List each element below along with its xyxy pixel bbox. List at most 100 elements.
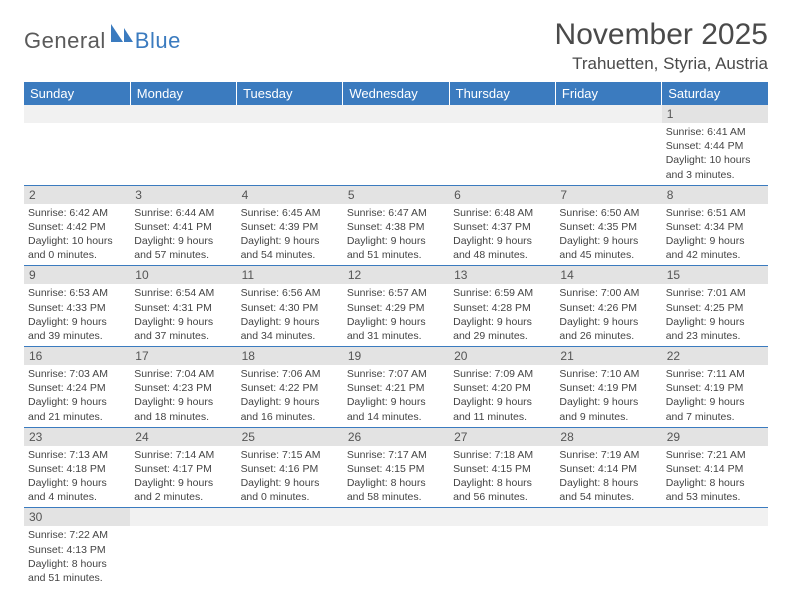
day-number: 1 <box>662 105 768 123</box>
sunrise-text: Sunrise: 7:06 AM <box>241 367 339 381</box>
day-number: 14 <box>555 266 661 284</box>
calendar-day-cell: 7Sunrise: 6:50 AMSunset: 4:35 PMDaylight… <box>555 185 661 266</box>
day-number: 19 <box>343 347 449 365</box>
day-number: 5 <box>343 186 449 204</box>
day-number: 17 <box>130 347 236 365</box>
sunset-text: Sunset: 4:29 PM <box>347 301 445 315</box>
sunrise-text: Sunrise: 7:22 AM <box>28 528 126 542</box>
day-number: 11 <box>237 266 343 284</box>
day-number: 24 <box>130 428 236 446</box>
sunset-text: Sunset: 4:31 PM <box>134 301 232 315</box>
weekday-header: Thursday <box>449 82 555 105</box>
calendar-day-cell <box>343 508 449 588</box>
daylight-text: Daylight: 9 hours and 31 minutes. <box>347 315 445 343</box>
daylight-text: Daylight: 9 hours and 14 minutes. <box>347 395 445 423</box>
day-sun-info: Sunrise: 6:41 AMSunset: 4:44 PMDaylight:… <box>662 123 768 185</box>
day-number: 23 <box>24 428 130 446</box>
sunrise-text: Sunrise: 7:01 AM <box>666 286 764 300</box>
sunrise-text: Sunrise: 6:50 AM <box>559 206 657 220</box>
calendar-day-cell: 25Sunrise: 7:15 AMSunset: 4:16 PMDayligh… <box>237 427 343 508</box>
day-sun-info: Sunrise: 7:06 AMSunset: 4:22 PMDaylight:… <box>237 365 343 427</box>
day-number: 28 <box>555 428 661 446</box>
sunset-text: Sunset: 4:38 PM <box>347 220 445 234</box>
daylight-text: Daylight: 8 hours and 53 minutes. <box>666 476 764 504</box>
calendar-day-cell: 4Sunrise: 6:45 AMSunset: 4:39 PMDaylight… <box>237 185 343 266</box>
sunrise-text: Sunrise: 6:54 AM <box>134 286 232 300</box>
daylight-text: Daylight: 9 hours and 0 minutes. <box>241 476 339 504</box>
day-number: 2 <box>24 186 130 204</box>
calendar-day-cell <box>449 508 555 588</box>
logo: General Blue <box>24 28 181 54</box>
day-number: 4 <box>237 186 343 204</box>
logo-text-blue: Blue <box>135 28 181 54</box>
day-number: 26 <box>343 428 449 446</box>
day-number: 18 <box>237 347 343 365</box>
day-number: 21 <box>555 347 661 365</box>
sunrise-text: Sunrise: 6:47 AM <box>347 206 445 220</box>
sunset-text: Sunset: 4:35 PM <box>559 220 657 234</box>
calendar-day-cell: 29Sunrise: 7:21 AMSunset: 4:14 PMDayligh… <box>662 427 768 508</box>
day-sun-info: Sunrise: 7:19 AMSunset: 4:14 PMDaylight:… <box>555 446 661 508</box>
calendar-day-cell: 27Sunrise: 7:18 AMSunset: 4:15 PMDayligh… <box>449 427 555 508</box>
day-sun-info: Sunrise: 6:44 AMSunset: 4:41 PMDaylight:… <box>130 204 236 266</box>
daylight-text: Daylight: 9 hours and 39 minutes. <box>28 315 126 343</box>
day-number: 12 <box>343 266 449 284</box>
daylight-text: Daylight: 10 hours and 3 minutes. <box>666 153 764 181</box>
day-sun-info: Sunrise: 7:17 AMSunset: 4:15 PMDaylight:… <box>343 446 449 508</box>
day-sun-info: Sunrise: 7:21 AMSunset: 4:14 PMDaylight:… <box>662 446 768 508</box>
calendar-week-row: 1Sunrise: 6:41 AMSunset: 4:44 PMDaylight… <box>24 105 768 185</box>
sunset-text: Sunset: 4:26 PM <box>559 301 657 315</box>
sunset-text: Sunset: 4:28 PM <box>453 301 551 315</box>
day-sun-info: Sunrise: 6:42 AMSunset: 4:42 PMDaylight:… <box>24 204 130 266</box>
calendar-day-cell: 23Sunrise: 7:13 AMSunset: 4:18 PMDayligh… <box>24 427 130 508</box>
day-number-blank <box>237 105 343 123</box>
sunrise-text: Sunrise: 7:04 AM <box>134 367 232 381</box>
sunset-text: Sunset: 4:20 PM <box>453 381 551 395</box>
sunrise-text: Sunrise: 7:09 AM <box>453 367 551 381</box>
sunrise-text: Sunrise: 7:17 AM <box>347 448 445 462</box>
daylight-text: Daylight: 9 hours and 48 minutes. <box>453 234 551 262</box>
month-title: November 2025 <box>555 18 768 52</box>
calendar-day-cell: 2Sunrise: 6:42 AMSunset: 4:42 PMDaylight… <box>24 185 130 266</box>
day-number-blank <box>343 508 449 526</box>
day-number: 27 <box>449 428 555 446</box>
daylight-text: Daylight: 9 hours and 21 minutes. <box>28 395 126 423</box>
daylight-text: Daylight: 9 hours and 11 minutes. <box>453 395 551 423</box>
day-number-blank <box>24 105 130 123</box>
sunset-text: Sunset: 4:14 PM <box>666 462 764 476</box>
calendar-day-cell <box>555 508 661 588</box>
location: Trahuetten, Styria, Austria <box>555 54 768 74</box>
sunset-text: Sunset: 4:14 PM <box>559 462 657 476</box>
calendar-day-cell <box>343 105 449 185</box>
daylight-text: Daylight: 9 hours and 26 minutes. <box>559 315 657 343</box>
day-number: 9 <box>24 266 130 284</box>
sunrise-text: Sunrise: 6:41 AM <box>666 125 764 139</box>
day-number-blank <box>662 508 768 526</box>
calendar-table: SundayMondayTuesdayWednesdayThursdayFrid… <box>24 82 768 588</box>
sunrise-text: Sunrise: 6:53 AM <box>28 286 126 300</box>
day-sun-info: Sunrise: 6:48 AMSunset: 4:37 PMDaylight:… <box>449 204 555 266</box>
sunset-text: Sunset: 4:15 PM <box>347 462 445 476</box>
calendar-day-cell: 14Sunrise: 7:00 AMSunset: 4:26 PMDayligh… <box>555 266 661 347</box>
calendar-day-cell: 11Sunrise: 6:56 AMSunset: 4:30 PMDayligh… <box>237 266 343 347</box>
day-number: 7 <box>555 186 661 204</box>
weekday-header: Monday <box>130 82 236 105</box>
sunrise-text: Sunrise: 7:07 AM <box>347 367 445 381</box>
day-sun-info: Sunrise: 7:13 AMSunset: 4:18 PMDaylight:… <box>24 446 130 508</box>
sunrise-text: Sunrise: 7:14 AM <box>134 448 232 462</box>
weekday-header-row: SundayMondayTuesdayWednesdayThursdayFrid… <box>24 82 768 105</box>
day-sun-info: Sunrise: 7:22 AMSunset: 4:13 PMDaylight:… <box>24 526 130 588</box>
daylight-text: Daylight: 9 hours and 18 minutes. <box>134 395 232 423</box>
calendar-week-row: 9Sunrise: 6:53 AMSunset: 4:33 PMDaylight… <box>24 266 768 347</box>
calendar-day-cell: 20Sunrise: 7:09 AMSunset: 4:20 PMDayligh… <box>449 347 555 428</box>
sunset-text: Sunset: 4:30 PM <box>241 301 339 315</box>
calendar-week-row: 23Sunrise: 7:13 AMSunset: 4:18 PMDayligh… <box>24 427 768 508</box>
calendar-day-cell: 19Sunrise: 7:07 AMSunset: 4:21 PMDayligh… <box>343 347 449 428</box>
calendar-day-cell: 26Sunrise: 7:17 AMSunset: 4:15 PMDayligh… <box>343 427 449 508</box>
sunrise-text: Sunrise: 6:44 AM <box>134 206 232 220</box>
sunset-text: Sunset: 4:19 PM <box>559 381 657 395</box>
daylight-text: Daylight: 9 hours and 4 minutes. <box>28 476 126 504</box>
day-number: 16 <box>24 347 130 365</box>
daylight-text: Daylight: 9 hours and 34 minutes. <box>241 315 339 343</box>
sunset-text: Sunset: 4:23 PM <box>134 381 232 395</box>
